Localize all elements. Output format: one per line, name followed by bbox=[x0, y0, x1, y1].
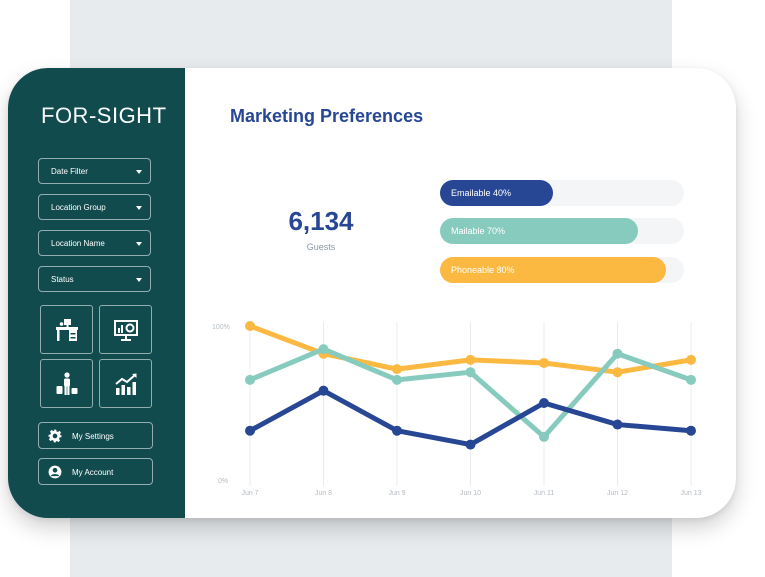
x-tick-label: Jun 8 bbox=[315, 490, 332, 497]
caret-down-icon bbox=[136, 170, 142, 174]
traveler-icon bbox=[56, 372, 78, 395]
presentation-tile-button[interactable] bbox=[99, 305, 152, 354]
data-point bbox=[465, 354, 476, 365]
x-tick-label: Jun 10 bbox=[460, 490, 481, 497]
line-chart: Jun 7 Jun 8 Jun 9 Jun 10 Jun 11 Jun 12 Jun 13 1… bbox=[212, 321, 702, 497]
data-point bbox=[612, 419, 623, 430]
data-point bbox=[465, 439, 476, 450]
my-settings-button[interactable]: My Settings bbox=[38, 422, 153, 449]
mailable-bar-track: Mailable 70% bbox=[440, 218, 684, 244]
caret-down-icon bbox=[136, 278, 142, 282]
desk-tile-button[interactable] bbox=[40, 305, 93, 354]
x-tick-label: Jun 12 bbox=[607, 490, 628, 497]
page-title: Marketing Preferences bbox=[230, 106, 424, 126]
x-tick-label: Jun 9 bbox=[388, 490, 405, 497]
dashboard-card: FOR-SIGHT Date Filter Location Group Loc… bbox=[8, 68, 736, 518]
data-point bbox=[392, 374, 402, 385]
growth-tile-button[interactable] bbox=[99, 359, 152, 408]
data-point bbox=[245, 374, 255, 385]
data-point bbox=[245, 321, 255, 331]
emailable-bar-track: Emailable 40% bbox=[440, 180, 684, 206]
data-point bbox=[539, 357, 549, 368]
data-point bbox=[245, 425, 255, 436]
growth-chart-icon bbox=[115, 373, 137, 395]
data-point bbox=[539, 398, 549, 408]
dropdown-label: Date Filter bbox=[51, 167, 88, 176]
user-icon bbox=[48, 465, 62, 479]
traveler-tile-button[interactable] bbox=[40, 359, 93, 408]
data-point bbox=[539, 431, 549, 442]
data-point bbox=[686, 354, 696, 365]
data-point bbox=[392, 425, 402, 436]
y-tick-label: 0% bbox=[218, 478, 228, 485]
presentation-icon bbox=[114, 320, 138, 341]
button-label: My Account bbox=[72, 468, 114, 477]
data-point bbox=[318, 344, 329, 355]
status-dropdown[interactable]: Status bbox=[38, 266, 151, 292]
data-point bbox=[686, 425, 696, 436]
caret-down-icon bbox=[136, 242, 142, 246]
data-point bbox=[612, 348, 623, 359]
mailable-bar-fill: Mailable 70% bbox=[440, 218, 638, 244]
logo-separator: - bbox=[88, 103, 97, 128]
desk-icon bbox=[56, 319, 78, 341]
date-filter-dropdown[interactable]: Date Filter bbox=[38, 158, 151, 184]
sidebar: FOR-SIGHT Date Filter Location Group Loc… bbox=[8, 68, 185, 518]
emailable-bar-fill: Emailable 40% bbox=[440, 180, 553, 206]
logo-part2: SIGHT bbox=[96, 103, 167, 128]
x-tick-label: Jun 11 bbox=[534, 490, 555, 497]
phoneable-bar-fill: Phoneable 80% bbox=[440, 257, 666, 283]
data-point bbox=[318, 385, 329, 396]
dropdown-label: Location Name bbox=[51, 239, 105, 248]
kpi-value: 6,134 bbox=[288, 206, 354, 236]
dropdown-label: Location Group bbox=[51, 203, 106, 212]
x-tick-label: Jun 13 bbox=[680, 490, 701, 497]
gear-icon bbox=[48, 429, 62, 443]
caret-down-icon bbox=[136, 206, 142, 210]
location-name-dropdown[interactable]: Location Name bbox=[38, 230, 151, 256]
data-point bbox=[612, 367, 623, 378]
data-point bbox=[465, 367, 476, 378]
dropdown-label: Status bbox=[51, 275, 74, 284]
phoneable-bar-track: Phoneable 80% bbox=[440, 257, 684, 283]
data-point bbox=[392, 364, 402, 375]
app-logo: FOR-SIGHT bbox=[41, 103, 167, 129]
y-tick-label: 100% bbox=[212, 324, 230, 331]
x-tick-label: Jun 7 bbox=[241, 490, 258, 497]
my-account-button[interactable]: My Account bbox=[38, 458, 153, 485]
location-group-dropdown[interactable]: Location Group bbox=[38, 194, 151, 220]
button-label: My Settings bbox=[72, 432, 114, 441]
kpi-label: Guests bbox=[306, 242, 336, 252]
data-point bbox=[686, 374, 696, 385]
logo-part1: FOR bbox=[41, 103, 89, 128]
